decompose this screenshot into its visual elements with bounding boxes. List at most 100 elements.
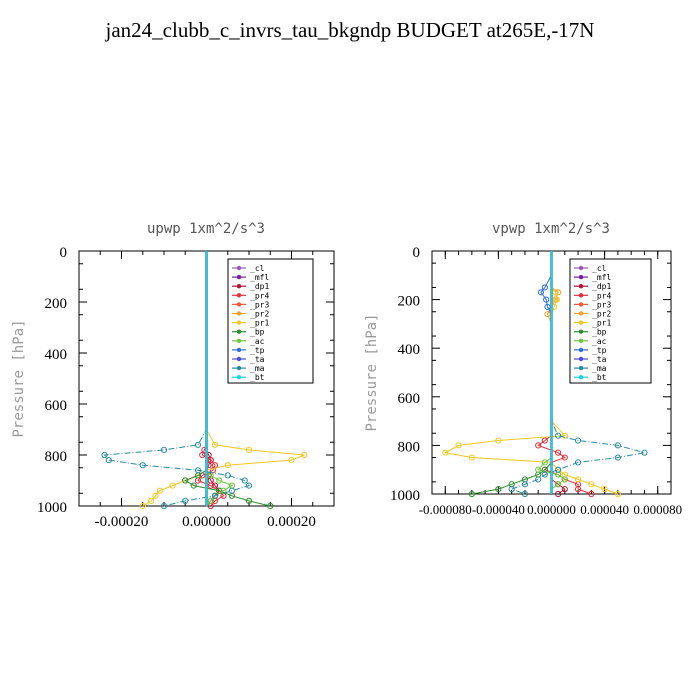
- series-line-_bp: [471, 251, 552, 495]
- legend-marker-_bt: [578, 375, 584, 380]
- data-point-_pr1: [614, 490, 621, 498]
- data-point-_pr1: [442, 449, 449, 456]
- legend-marker-_ma: [236, 365, 242, 371]
- panel-title-1: upwp 1xm^2/s^3: [147, 221, 265, 237]
- data-point-_ma: [614, 454, 621, 461]
- x-tick-label: 0.000000: [527, 502, 576, 517]
- x-tick-label: 0.000080: [633, 502, 682, 517]
- x-tick-label: -0.00020: [95, 514, 149, 530]
- legend-label: _ta: [250, 355, 265, 364]
- data-point-_tp: [541, 284, 548, 291]
- legend-label: _ma: [250, 364, 265, 373]
- data-point-_ma: [555, 432, 562, 439]
- legend-marker-_dp1: [236, 284, 242, 289]
- legend-box-2: [569, 258, 652, 384]
- data-point-_pr1: [288, 457, 295, 464]
- data-point-_ma: [241, 477, 248, 484]
- y-tick-label: 1000: [390, 488, 420, 504]
- legend-label: _bp: [250, 328, 265, 337]
- data-point-_ac: [535, 466, 542, 473]
- y-tick-label: 1000: [37, 500, 67, 516]
- legend-label: _cl: [250, 264, 265, 273]
- data-point-_pr4: [574, 486, 582, 493]
- data-point-_pr1: [139, 502, 146, 510]
- y-tick-label: 800: [45, 449, 68, 465]
- data-point-_pr1: [152, 492, 159, 499]
- legend-marker-_dp1: [578, 284, 584, 289]
- data-point-_dp1: [561, 486, 568, 493]
- legend-label: _cl: [592, 264, 607, 273]
- data-point-_pr4: [555, 449, 562, 456]
- y-tick-label: 0: [413, 245, 421, 261]
- data-point-_pr1: [468, 454, 475, 461]
- legend-label: _ac: [250, 337, 265, 346]
- legend-marker-_ac: [578, 338, 584, 343]
- data-point-_pr1: [211, 441, 219, 448]
- data-point-_pr1: [245, 446, 253, 453]
- legend-marker-_pr3: [236, 302, 242, 307]
- data-point-_ma: [614, 442, 621, 449]
- legend-label: _pr2: [592, 310, 611, 319]
- legend-label: _bt: [250, 373, 265, 382]
- data-point-_ma: [574, 459, 582, 466]
- data-point-_ma: [541, 471, 548, 478]
- data-point-_bp: [267, 502, 274, 510]
- legend-marker-_mfl: [578, 274, 584, 280]
- data-point-_pr4: [535, 442, 542, 449]
- data-point-_pr4: [561, 454, 568, 461]
- data-point-_ac: [555, 481, 562, 488]
- series-line-_pr2: [546, 251, 559, 494]
- data-point-_tp: [543, 296, 550, 303]
- legend-label: _ac: [592, 337, 607, 346]
- data-point-_pr1: [148, 497, 155, 504]
- data-point-_ma: [224, 472, 231, 479]
- data-point-_pr1: [552, 289, 559, 296]
- data-point-_tp: [537, 289, 544, 296]
- legend-label: _dp1: [592, 282, 611, 291]
- data-point-_ma: [211, 492, 219, 499]
- y-tick-label: 600: [398, 391, 421, 407]
- data-point-_pr4: [207, 457, 214, 464]
- x-tick-label: -0.000040: [472, 502, 525, 517]
- y-axis-label: Pressure [hPa]: [364, 313, 380, 431]
- data-point-_ma: [182, 497, 189, 504]
- legend-marker-_pr4: [236, 293, 242, 298]
- data-point-_pr1: [455, 442, 462, 449]
- data-point-_ma: [105, 457, 112, 464]
- series-line-_pr4: [197, 251, 225, 507]
- legend-marker-_pr2: [578, 311, 584, 316]
- legend-marker-_tp: [578, 347, 584, 353]
- legend-label: _pr3: [592, 300, 611, 309]
- legend-label: _dp1: [250, 282, 269, 291]
- data-point-_tp: [544, 303, 551, 310]
- y-tick-label: 800: [398, 439, 421, 455]
- legend-label: _pr1: [592, 319, 611, 328]
- data-point-_ma: [555, 466, 562, 473]
- data-point-_pr1: [169, 482, 176, 489]
- legend-label: _mfl: [250, 273, 269, 282]
- legend-label: _pr3: [250, 300, 269, 309]
- data-point-_bp: [468, 490, 475, 498]
- legend-box-1: [227, 258, 314, 384]
- data-point-_ac: [541, 459, 548, 466]
- legend-label: _pr4: [592, 291, 611, 300]
- data-point-_bp: [190, 482, 197, 489]
- legend-marker-_ac: [236, 338, 242, 343]
- data-point-_pr1: [224, 462, 231, 469]
- panel-title-2: vpwp 1xm^2/s^3: [492, 221, 610, 237]
- data-point-_ma: [508, 486, 515, 493]
- y-axis-label: Pressure [hPa]: [11, 319, 27, 437]
- main-title: jan24_clubb_c_invrs_tau_bkgndp BUDGET at…: [105, 18, 595, 42]
- legend-label: _pr1: [250, 319, 269, 328]
- data-point-_ma: [139, 462, 146, 469]
- data-point-_ma: [521, 481, 529, 488]
- x-tick-label: 0.00000: [182, 514, 231, 530]
- legend-label: _pr2: [250, 310, 269, 319]
- y-tick-label: 400: [45, 347, 68, 363]
- data-point-_pr1: [156, 487, 163, 494]
- legend-label: _tp: [592, 346, 607, 355]
- legend-marker-_tp: [236, 347, 242, 353]
- y-tick-label: 600: [45, 398, 68, 414]
- y-tick-label: 200: [398, 294, 421, 310]
